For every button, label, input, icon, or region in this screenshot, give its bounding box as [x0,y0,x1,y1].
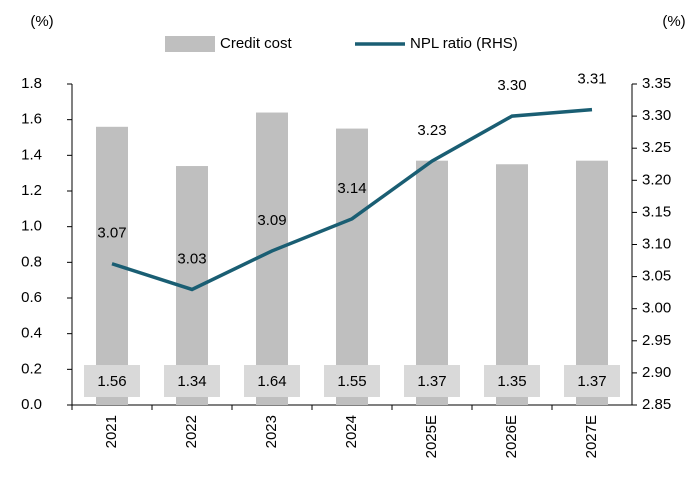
y2-tick-label: 3.35 [642,75,671,92]
x-tick-label: 2023 [263,415,280,448]
y2-tick-label: 2.90 [642,364,671,381]
y2-tick-label: 3.05 [642,268,671,285]
y2-unit-label: (%) [662,13,685,30]
bar-label-box [164,365,220,397]
y-tick-label: 0.6 [21,289,42,306]
x-tick-label: 2024 [343,415,360,448]
bar [496,164,528,405]
y2-tick-label: 3.20 [642,171,671,188]
bar-label: 1.37 [577,373,606,390]
x-tick-label: 2027E [583,415,600,458]
y-tick-label: 0.8 [21,253,42,270]
line-label: 3.30 [497,77,526,94]
line-label: 3.14 [337,180,366,197]
x-tick-label: 2021 [103,415,120,448]
line-label: 3.03 [177,250,206,267]
bar-label-box [404,365,460,397]
y-tick-label: 1.6 [21,111,42,128]
line-label: 3.09 [257,212,286,229]
y-unit-label: (%) [30,13,53,30]
legend-label: Credit cost [220,35,293,52]
y-tick-label: 1.2 [21,182,42,199]
y2-tick-label: 3.15 [642,203,671,220]
bar-label: 1.34 [177,373,206,390]
y-tick-label: 1.0 [21,218,42,235]
bar [416,160,448,405]
x-tick-label: 2026E [503,415,520,458]
line-label: 3.31 [577,71,606,88]
y2-tick-label: 3.00 [642,300,671,317]
bar-label-box [84,365,140,397]
legend-label: NPL ratio (RHS) [410,35,518,52]
x-tick-label: 2022 [183,415,200,448]
y2-tick-label: 3.25 [642,139,671,156]
bar-label: 1.37 [417,373,446,390]
y-tick-label: 0.0 [21,396,42,413]
y2-tick-label: 3.30 [642,107,671,124]
y2-tick-label: 2.85 [642,396,671,413]
y-tick-label: 0.2 [21,360,42,377]
line-label: 3.07 [97,225,126,242]
bar-label: 1.56 [97,373,126,390]
y-tick-label: 1.8 [21,75,42,92]
bar-label-box [564,365,620,397]
y-tick-label: 0.4 [21,325,42,342]
legend-swatch [165,36,215,52]
y-tick-label: 1.4 [21,146,42,163]
line [111,107,593,292]
bar [256,112,288,406]
y2-tick-label: 3.10 [642,235,671,252]
bar-label-box [244,365,300,397]
bar [336,128,368,406]
bar-label: 1.64 [257,373,286,390]
y2-tick-label: 2.95 [642,332,671,349]
bar-label: 1.55 [337,373,366,390]
bar-label-box [324,365,380,397]
bar-label-box [484,365,540,397]
bar-label: 1.35 [497,373,526,390]
x-tick-label: 2025E [423,415,440,458]
bar [576,160,608,405]
line-label: 3.23 [417,122,446,139]
